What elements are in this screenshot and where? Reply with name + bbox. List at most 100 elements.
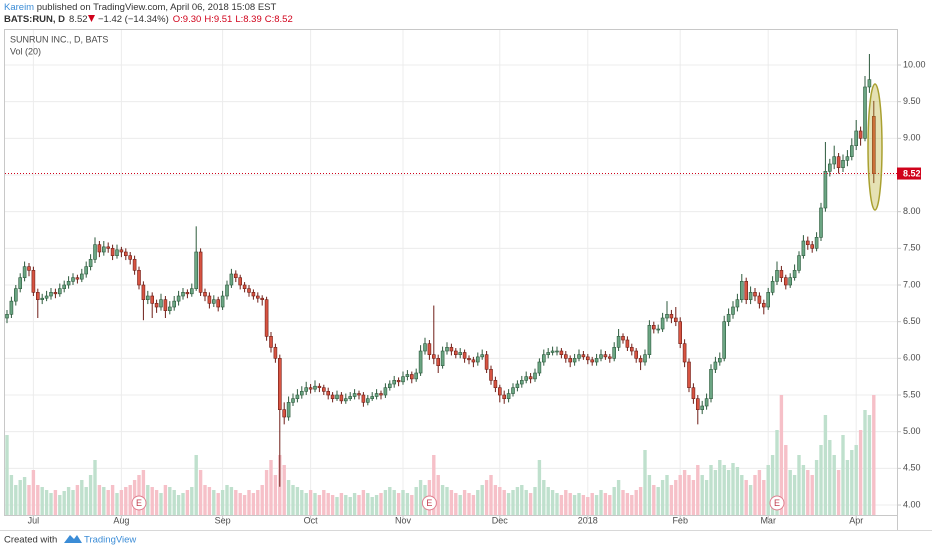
last-price-label: 8.52 xyxy=(903,168,921,178)
volume-bar xyxy=(308,490,313,515)
candle-body xyxy=(568,358,573,363)
candle-body xyxy=(357,393,361,396)
candle-body xyxy=(255,295,260,299)
volume-bar xyxy=(819,445,823,515)
candle-body xyxy=(594,358,599,363)
candle-body xyxy=(234,273,238,278)
volume-bar xyxy=(555,493,559,515)
candle-body xyxy=(739,281,744,300)
author[interactable]: Kareim xyxy=(4,2,34,13)
candle-body xyxy=(401,376,405,383)
volume-bar xyxy=(36,485,40,515)
earnings-marker xyxy=(421,495,437,511)
volume-bar xyxy=(216,493,220,515)
volume-bar xyxy=(533,487,537,515)
y-tick-label: 9.00 xyxy=(903,133,921,143)
volume-bar xyxy=(286,480,291,515)
candle-body xyxy=(273,347,278,359)
candle-body xyxy=(40,297,45,300)
volume-bar xyxy=(814,460,819,515)
candle-body xyxy=(709,369,713,399)
volume-bar xyxy=(594,495,599,515)
volume-bar xyxy=(141,470,146,515)
volume-bar xyxy=(537,460,542,515)
candle-body xyxy=(317,385,322,388)
volume-bar xyxy=(194,455,198,515)
candle-body xyxy=(612,347,617,359)
candle-body xyxy=(75,277,80,280)
x-tick-label: Feb xyxy=(672,515,688,525)
volume-bar xyxy=(612,487,616,515)
volume-bar xyxy=(75,485,80,515)
candle-body xyxy=(88,259,93,267)
volume-bar xyxy=(581,495,586,515)
volume-bar xyxy=(467,493,471,515)
volume-bar xyxy=(62,491,66,515)
volume-bar xyxy=(572,495,577,515)
candle-body xyxy=(392,380,397,385)
volume-bar xyxy=(506,493,511,515)
candle-body xyxy=(185,292,190,295)
volume-bar xyxy=(471,495,476,515)
volume-bar xyxy=(212,490,216,515)
volume-bar xyxy=(700,475,704,515)
candle-body xyxy=(137,270,141,286)
candle-body xyxy=(361,394,366,403)
volume-bar xyxy=(295,487,300,515)
volume-bar xyxy=(168,487,172,515)
volume-bar xyxy=(845,460,850,515)
volume-bar xyxy=(392,490,396,515)
earnings-marker xyxy=(131,495,147,511)
volume-bar xyxy=(282,465,286,515)
volume-bar xyxy=(291,485,295,515)
candle-body xyxy=(471,359,476,363)
candle-body xyxy=(841,160,845,168)
volume-bar xyxy=(374,495,379,515)
candle-body xyxy=(669,314,674,319)
candle-body xyxy=(62,284,67,289)
candle-body xyxy=(735,299,740,308)
volume-bar xyxy=(836,470,841,515)
volume-bar xyxy=(322,490,326,515)
volume-bar xyxy=(31,470,36,515)
candle-body xyxy=(321,387,326,392)
candle-body xyxy=(110,248,115,256)
candle-body xyxy=(467,358,471,361)
candle-body xyxy=(607,356,612,359)
last-price-tag xyxy=(897,167,921,180)
volume-bar xyxy=(97,485,102,515)
volume-bar xyxy=(247,490,251,515)
volume-bar xyxy=(203,485,207,515)
candle-body xyxy=(797,255,801,271)
footer-brand[interactable]: TradingView xyxy=(84,535,136,546)
candle-body xyxy=(475,356,480,363)
candle-body xyxy=(783,277,788,286)
earnings-label: E xyxy=(426,498,432,508)
candle-body xyxy=(577,354,581,359)
volume-bar xyxy=(687,475,691,515)
y-tick-label: 6.50 xyxy=(903,316,921,326)
candle-body xyxy=(814,237,819,249)
volume-bar xyxy=(854,445,858,515)
candle-body xyxy=(656,328,661,331)
volume-bar xyxy=(669,485,674,515)
candle-body xyxy=(819,207,823,238)
volume-bar xyxy=(80,480,84,515)
candle-body xyxy=(643,354,647,363)
price: 8.52 xyxy=(69,14,88,25)
volume-bar xyxy=(608,495,612,515)
volume-bar xyxy=(432,455,436,515)
candle-body xyxy=(282,409,287,418)
volume-bar xyxy=(498,487,502,515)
footer-created: Created with xyxy=(4,535,57,546)
volume-bar xyxy=(753,475,757,515)
symbol: BATS:RUN, D xyxy=(4,14,65,25)
x-tick-label: Apr xyxy=(849,515,863,525)
volume-bar xyxy=(810,475,814,515)
candle-body xyxy=(858,130,863,139)
volume-bar xyxy=(124,487,128,515)
volume-bar xyxy=(638,487,643,515)
volume-bar xyxy=(5,435,9,515)
y-tick-label: 4.00 xyxy=(903,499,921,509)
candle-body xyxy=(493,380,498,388)
